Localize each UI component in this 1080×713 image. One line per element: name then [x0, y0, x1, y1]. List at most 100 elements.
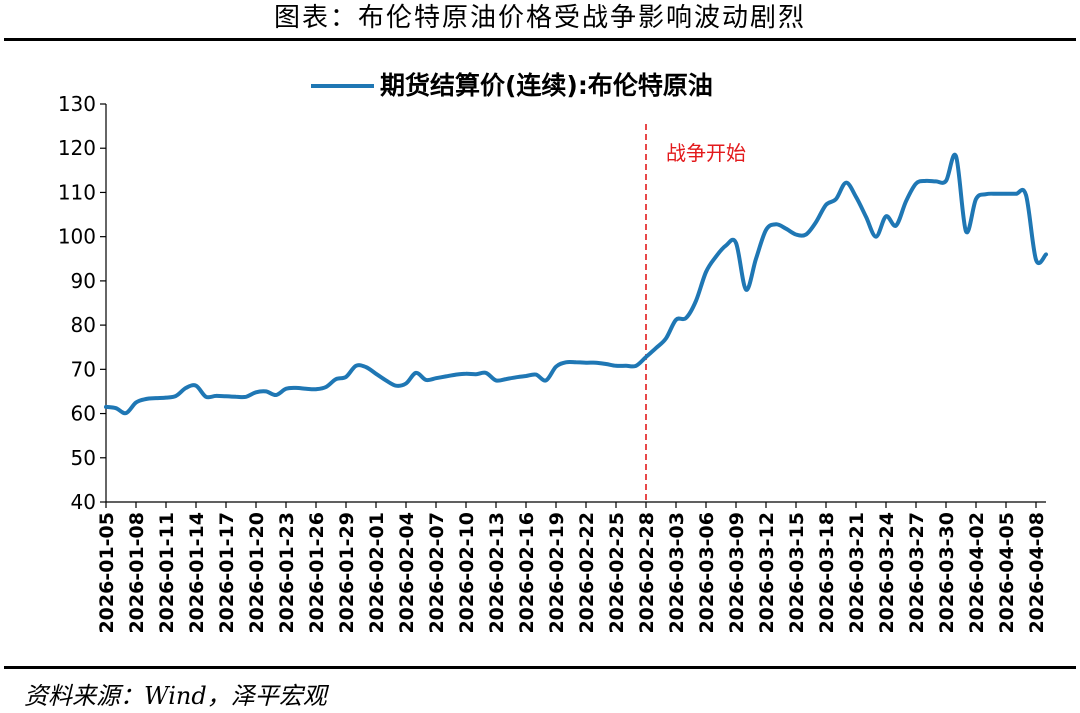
x-tick-label: 2026-04-08: [1026, 512, 1048, 634]
x-tick-label: 2026-01-17: [216, 512, 238, 634]
top-rule: [4, 38, 1076, 41]
data-point: [175, 395, 177, 397]
data-point: [375, 373, 377, 375]
data-point: [315, 388, 317, 391]
data-point: [445, 375, 447, 378]
data-point: [575, 361, 577, 364]
data-point: [365, 366, 367, 368]
data-point: [975, 198, 977, 200]
data-point: [735, 242, 737, 244]
data-point: [885, 215, 887, 218]
data-point: [465, 373, 467, 375]
y-tick-label: 70: [71, 357, 96, 381]
x-tick-label: 2026-03-03: [666, 512, 688, 634]
data-point: [535, 373, 537, 376]
data-point: [395, 384, 397, 387]
y-axis: 40 50 60 70 80 90 100 110 120 130: [58, 92, 107, 514]
data-point: [195, 384, 197, 387]
data-point: [335, 378, 337, 380]
data-point: [755, 258, 757, 260]
data-point: [455, 373, 457, 376]
x-tick-label: 2026-03-21: [846, 512, 868, 634]
y-tick-label: 40: [71, 490, 96, 514]
data-point: [285, 388, 287, 390]
x-tick-label: 2026-02-01: [366, 512, 388, 634]
data-point: [345, 376, 347, 378]
data-point: [125, 412, 127, 414]
data-point: [915, 182, 917, 185]
x-tick-label: 2026-02-25: [606, 512, 628, 634]
x-tick-label: 2026-03-15: [786, 512, 808, 634]
data-point: [625, 365, 627, 367]
data-point: [235, 396, 237, 398]
data-point: [765, 229, 767, 231]
data-point: [245, 396, 247, 398]
data-point: [995, 193, 997, 195]
x-tick-label: 2026-01-14: [186, 512, 208, 634]
data-point: [805, 233, 807, 236]
y-tick-label: 60: [71, 402, 96, 426]
data-point: [305, 388, 307, 390]
data-point: [785, 227, 787, 230]
data-point: [615, 365, 617, 367]
y-tick-label: 90: [71, 269, 96, 293]
series-points: [105, 155, 1047, 414]
data-point: [1025, 194, 1027, 196]
data-point: [355, 365, 357, 367]
x-tick-label: 2026-03-27: [906, 512, 928, 634]
x-tick-label: 2026-02-10: [456, 512, 478, 634]
data-point: [225, 395, 227, 398]
x-tick-label: 2026-03-12: [756, 512, 778, 634]
y-tick-label: 100: [58, 225, 96, 249]
data-point: [525, 375, 527, 377]
data-point: [985, 193, 987, 195]
data-point: [895, 224, 897, 227]
data-point: [775, 223, 777, 226]
data-point: [205, 396, 207, 398]
x-tick-label: 2026-01-05: [96, 512, 118, 634]
data-point: [905, 200, 907, 203]
data-point: [425, 379, 427, 381]
data-point: [485, 372, 487, 374]
x-tick-label: 2026-01-23: [276, 512, 298, 634]
data-point: [715, 255, 717, 258]
war-start-annotation: 战争开始: [645, 124, 746, 502]
x-tick-label: 2026-01-29: [336, 512, 358, 634]
data-point: [1015, 193, 1017, 195]
data-point: [135, 401, 137, 404]
data-point: [645, 356, 647, 358]
data-point: [155, 397, 157, 399]
data-point: [955, 155, 957, 157]
data-point: [415, 372, 417, 374]
x-tick-label: 2026-03-09: [726, 512, 748, 634]
x-axis: 2026-01-05 2026-01-08 2026-01-11 2026-01-14…: [96, 501, 1048, 634]
x-tick-label: 2026-01-26: [306, 512, 328, 634]
y-tick-label: 130: [58, 92, 96, 116]
x-tick-label: 2026-01-11: [156, 512, 178, 634]
x-tick-label: 2026-03-06: [696, 512, 718, 634]
data-point: [795, 233, 797, 236]
data-point: [685, 317, 687, 319]
x-tick-label: 2026-04-02: [966, 512, 988, 634]
data-point: [215, 395, 217, 397]
data-point: [1045, 253, 1047, 256]
bottom-rule: [4, 666, 1076, 669]
data-point: [865, 216, 867, 218]
data-point: [385, 379, 387, 382]
x-tick-label: 2026-02-19: [546, 512, 568, 634]
data-point: [555, 365, 557, 368]
data-point: [435, 377, 437, 380]
y-tick-label: 50: [71, 446, 96, 470]
x-tick-label: 2026-04-05: [996, 512, 1018, 634]
data-point: [665, 337, 667, 340]
data-point: [935, 180, 937, 183]
x-tick-label: 2026-03-30: [936, 512, 958, 634]
data-point: [185, 387, 187, 389]
data-point: [405, 382, 407, 385]
war-start-label: 战争开始: [666, 141, 746, 165]
data-point: [275, 394, 277, 396]
data-point: [695, 300, 697, 302]
line-chart: 期货结算价(连续):布伦特原油 40 50 60 70 80 90 100 110 120 130…: [58, 71, 1048, 634]
source-note: 资料来源：Wind，泽平宏观: [24, 682, 327, 710]
y-tick-label: 80: [71, 313, 96, 337]
